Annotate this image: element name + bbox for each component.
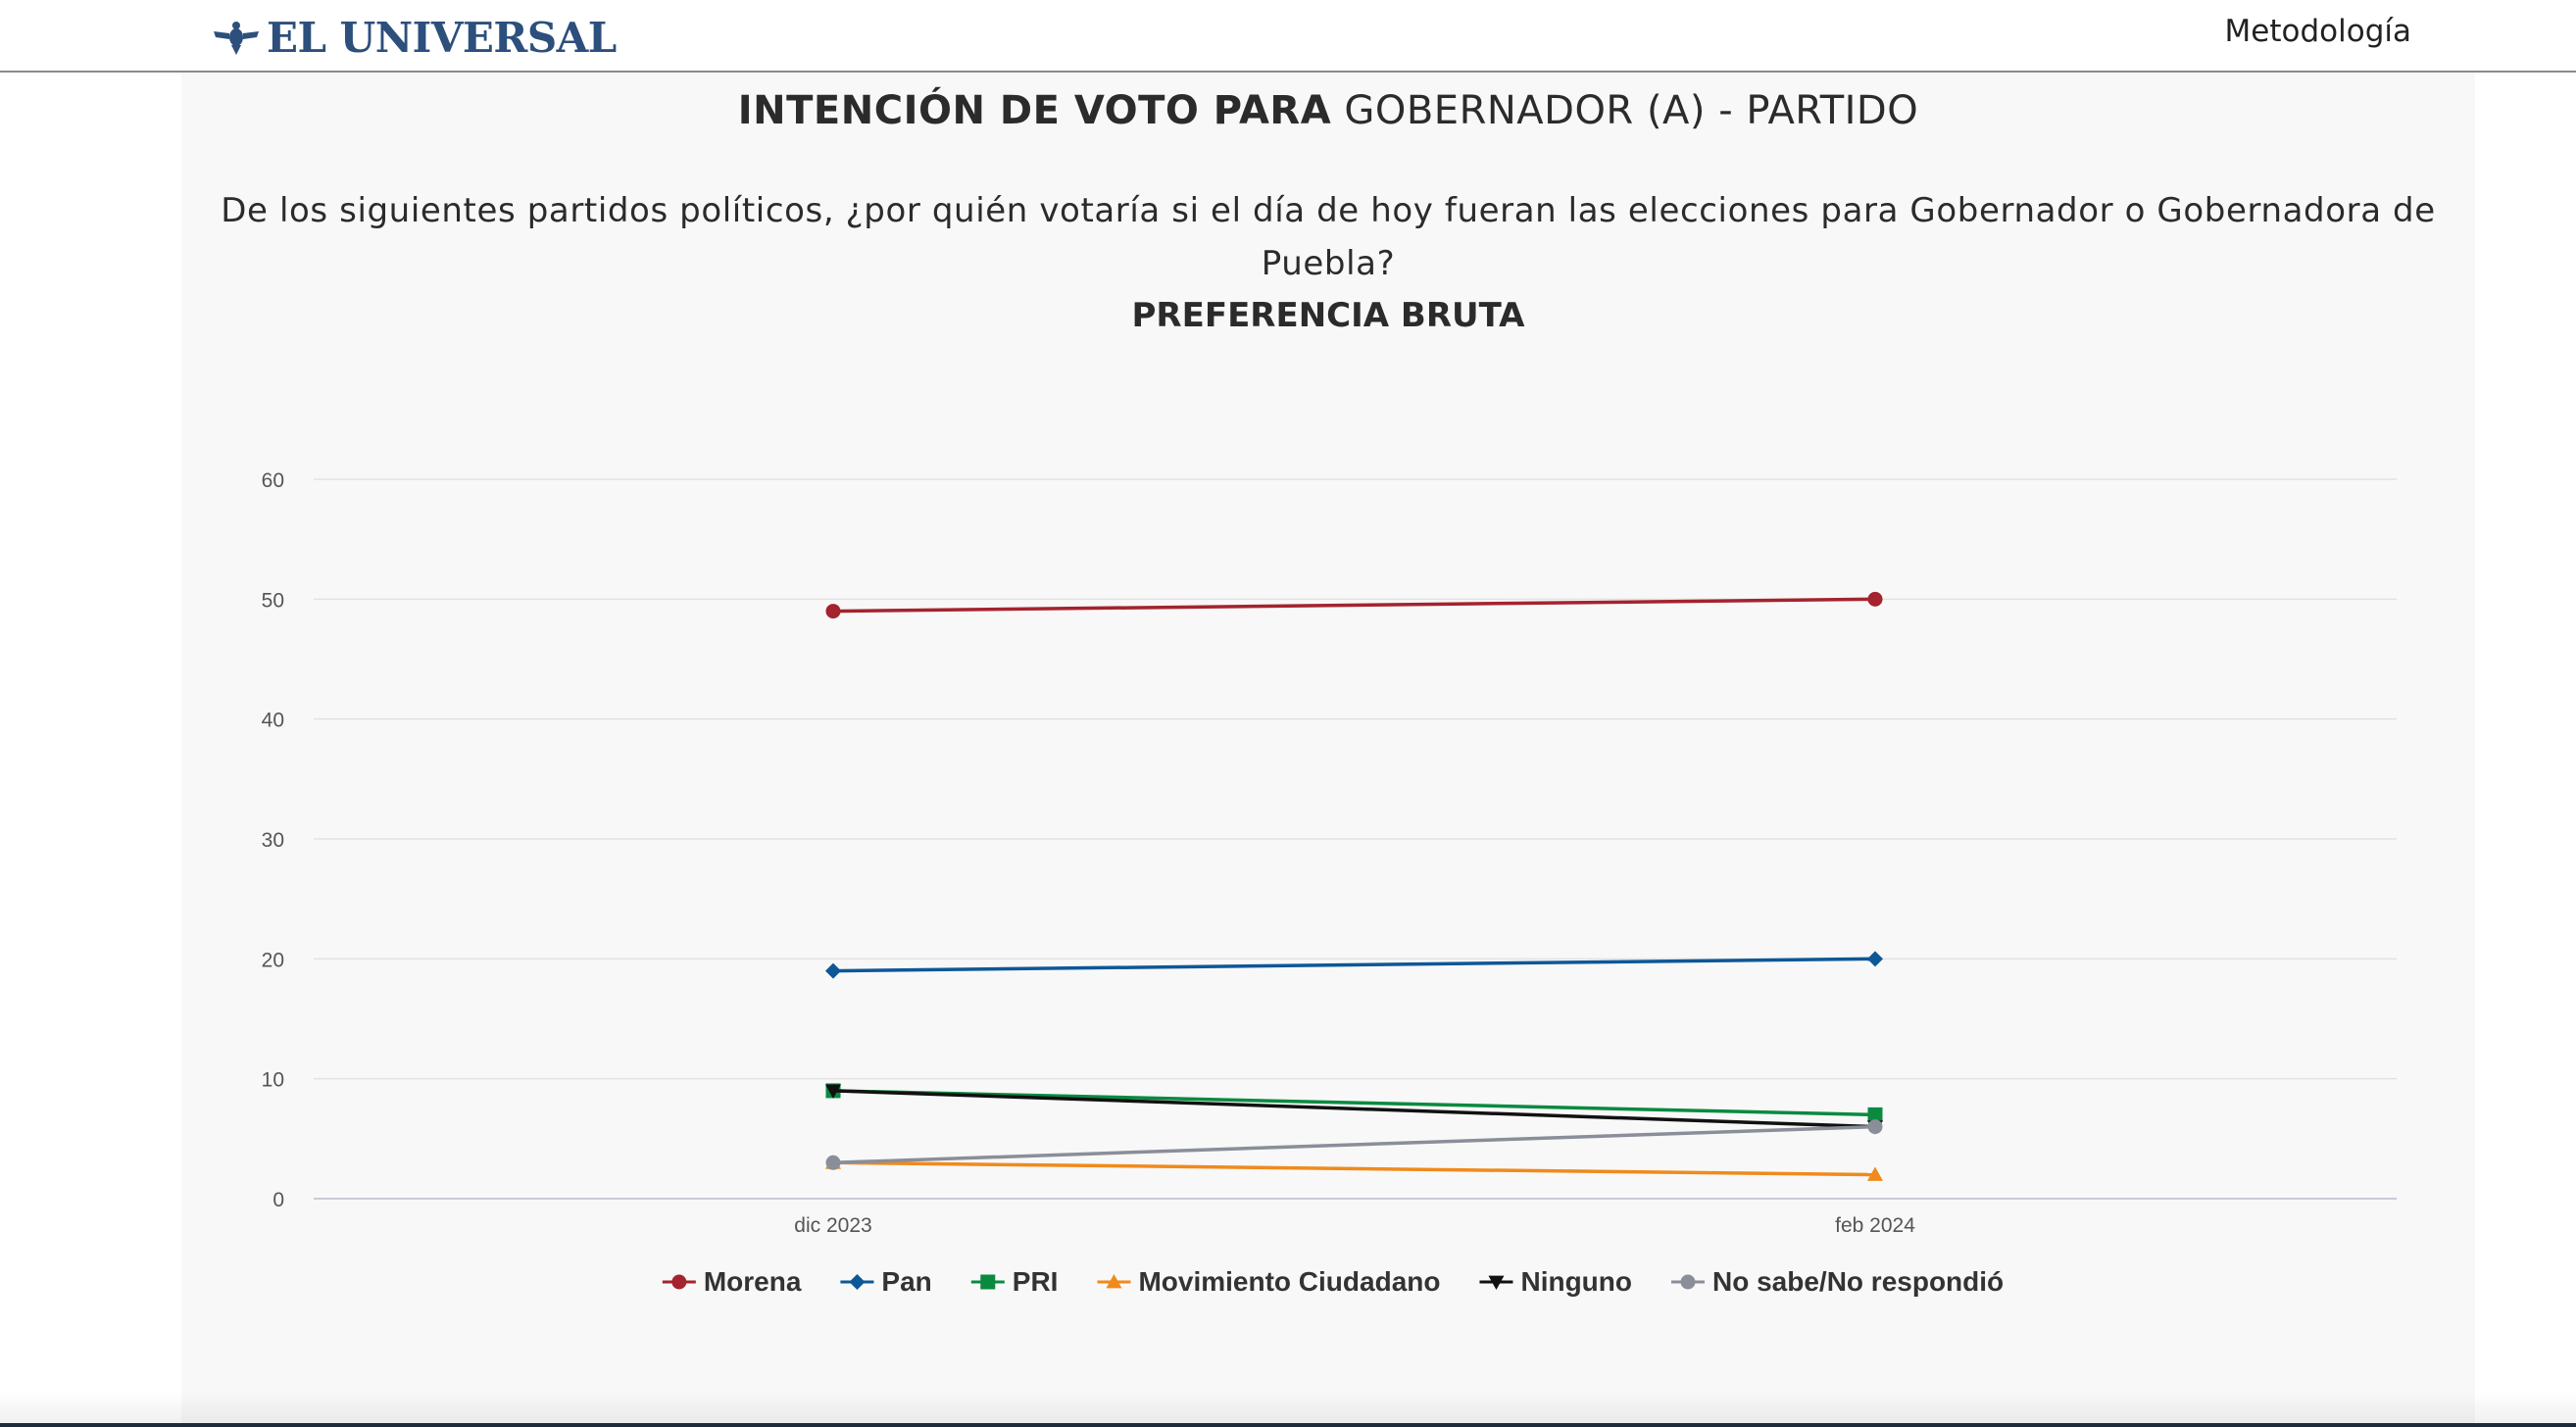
metodologia-link[interactable]: Metodología <box>2224 14 2411 49</box>
line-chart: 0 10 20 30 40 50 60 dic 2023 feb 2024 Morena Pan PR… <box>262 469 2397 1297</box>
site-logo[interactable]: EL UNIVERSAL <box>212 10 617 65</box>
legend-label-movimiento-ciudadano: Movimiento Ciudadano <box>1138 1266 1440 1297</box>
page-title: INTENCIÓN DE VOTO PARA GOBERNADOR (A) - … <box>181 88 2475 133</box>
top-navbar: EL UNIVERSAL Metodología <box>0 0 2576 73</box>
series-line-no-sabe-no-respondi <box>832 1124 1876 1165</box>
series-line-pan <box>832 957 1876 973</box>
bottom-border <box>0 1423 2576 1427</box>
series-line-morena <box>832 597 1876 614</box>
y-tick-label-10: 10 <box>262 1069 284 1092</box>
point-no-sabe-no-respondi-2 <box>1867 1119 1883 1135</box>
legend-label-ninguno: Ninguno <box>1520 1266 1632 1297</box>
series-line-pri <box>832 1089 1876 1117</box>
point-pan-1 <box>825 962 841 979</box>
x-tick-label-1: dic 2023 <box>794 1214 871 1237</box>
series-line-movimiento-ciudadano <box>832 1160 1876 1177</box>
y-tick-label-60: 60 <box>262 469 284 492</box>
y-tick-label-40: 40 <box>262 710 284 732</box>
legend-marker-pri <box>980 1274 996 1290</box>
point-pan-2 <box>1867 951 1883 967</box>
point-pri-2 <box>1867 1107 1883 1122</box>
logo-text: EL UNIVERSAL <box>267 13 617 62</box>
legend-marker-morena <box>671 1274 687 1290</box>
point-morena-1 <box>825 604 841 619</box>
x-tick-label-2: feb 2024 <box>1835 1214 1915 1237</box>
point-movimiento-ciudadano-2 <box>1867 1166 1883 1181</box>
eagle-emblem-icon <box>214 22 259 55</box>
legend-label-pan: Pan <box>881 1266 931 1297</box>
chart-subtitle: PREFERENCIA BRUTA <box>1131 296 1525 335</box>
title-regular: GOBERNADOR (A) - PARTIDO <box>1344 88 1919 133</box>
title-bold: INTENCIÓN DE VOTO PARA <box>737 88 1332 133</box>
legend-marker-ninguno <box>1488 1275 1505 1290</box>
survey-question: De los siguientes partidos políticos, ¿p… <box>221 191 2436 283</box>
legend-marker-pan <box>849 1274 866 1290</box>
point-no-sabe-no-respondi-1 <box>825 1155 841 1170</box>
legend-label-pri: PRI <box>1013 1266 1059 1297</box>
legend-label-no-sabe-no-respondi: No sabe/No respondió <box>1712 1266 2004 1297</box>
y-tick-label-30: 30 <box>262 829 284 852</box>
y-tick-label-50: 50 <box>262 589 284 612</box>
legend-marker-no-sabe-no-respondi <box>1680 1274 1696 1290</box>
y-tick-label-20: 20 <box>262 949 284 971</box>
legend-label-morena: Morena <box>704 1266 802 1297</box>
legend-marker-movimiento-ciudadano <box>1106 1274 1122 1289</box>
bottom-shadow <box>0 1392 2576 1423</box>
y-tick-label-0: 0 <box>272 1189 284 1211</box>
point-morena-2 <box>1867 591 1883 607</box>
series-line-ninguno <box>832 1089 1876 1129</box>
chart-panel: INTENCIÓN DE VOTO PARA GOBERNADOR (A) - … <box>181 73 2475 1427</box>
point-ninguno-1 <box>825 1084 841 1099</box>
